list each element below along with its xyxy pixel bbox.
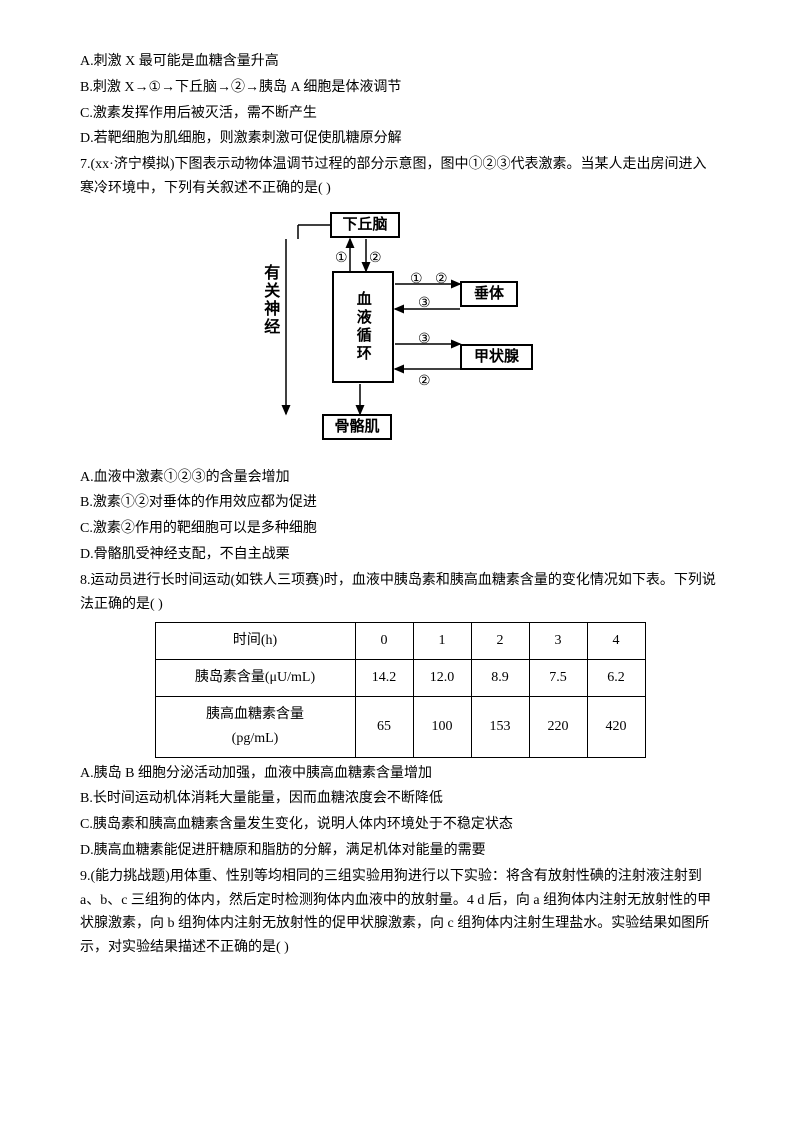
q8-option-a: A.胰岛 B 细胞分泌活动加强，血液中胰高血糖素含量增加 [80,762,720,786]
question-7: 7.(xx·济宁模拟)下图表示动物体温调节过程的部分示意图，图中①②③代表激素。… [80,153,720,201]
diagram-q7: 下丘脑 血液循环 垂体 甲状腺 骨骼肌 有关神经 ① ② ① ② ③ ③ ② [80,209,720,458]
ins-4: 6.2 [587,660,645,697]
label-d1: ① [335,246,348,270]
label-d3: ① [410,267,423,291]
label-d5: ③ [418,291,431,315]
q7-option-d: D.骨骼肌受神经支配，不自主战栗 [80,543,720,567]
ins-1: 12.0 [413,660,471,697]
box-pituitary: 垂体 [460,281,518,307]
label-d4: ② [435,267,448,291]
box-thyroid: 甲状腺 [460,344,533,370]
box-muscle: 骨骼肌 [322,414,392,440]
option-b: B.刺激 X→①→下丘脑→②→胰岛 A 细胞是体液调节 [80,76,720,100]
q8-option-b: B.长时间运动机体消耗大量能量，因而血糖浓度会不断降低 [80,787,720,811]
glu-4: 420 [587,696,645,757]
option-c: C.激素发挥作用后被灭活，需不断产生 [80,102,720,126]
q7-option-a: A.血液中激素①②③的含量会增加 [80,466,720,490]
ins-0: 14.2 [355,660,413,697]
label-d2: ② [369,246,382,270]
glu-1: 100 [413,696,471,757]
data-table: 时间(h) 0 1 2 3 4 胰岛素含量(μU/mL) 14.2 12.0 8… [80,622,720,757]
box-blood: 血液循环 [332,271,394,383]
th-t4: 4 [587,623,645,660]
label-nerve: 有关神经 [256,264,283,336]
label-d6: ③ [418,327,431,351]
row-glucagon-label: 胰高血糖素含量(pg/mL) [155,696,355,757]
th-t1: 1 [413,623,471,660]
q7-option-b: B.激素①②对垂体的作用效应都为促进 [80,491,720,515]
glu-2: 153 [471,696,529,757]
box-hypothalamus: 下丘脑 [330,212,400,238]
ins-2: 8.9 [471,660,529,697]
th-time: 时间(h) [155,623,355,660]
q8-option-d: D.胰高血糖素能促进肝糖原和脂肪的分解，满足机体对能量的需要 [80,839,720,863]
th-t2: 2 [471,623,529,660]
th-t0: 0 [355,623,413,660]
glu-3: 220 [529,696,587,757]
row-insulin-label: 胰岛素含量(μU/mL) [155,660,355,697]
glu-0: 65 [355,696,413,757]
question-9: 9.(能力挑战题)用体重、性别等均相同的三组实验用狗进行以下实验：将含有放射性碘… [80,865,720,960]
option-a: A.刺激 X 最可能是血糖含量升高 [80,50,720,74]
ins-3: 7.5 [529,660,587,697]
th-t3: 3 [529,623,587,660]
label-d7: ② [418,369,431,393]
option-d: D.若靶细胞为肌细胞，则激素刺激可促使肌糖原分解 [80,127,720,151]
question-8: 8.运动员进行长时间运动(如铁人三项赛)时，血液中胰岛素和胰高血糖素含量的变化情… [80,569,720,617]
q8-option-c: C.胰岛素和胰高血糖素含量发生变化，说明人体内环境处于不稳定状态 [80,813,720,837]
q7-option-c: C.激素②作用的靶细胞可以是多种细胞 [80,517,720,541]
